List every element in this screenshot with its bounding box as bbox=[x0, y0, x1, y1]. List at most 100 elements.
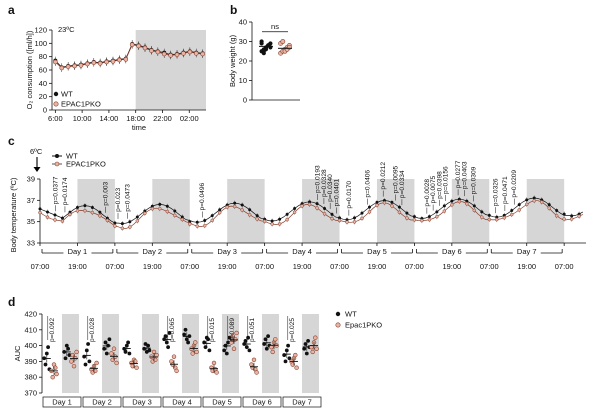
x-tick-label: 19:00 bbox=[143, 262, 162, 271]
data-point-epac1pko bbox=[277, 222, 282, 226]
data-point-wt bbox=[90, 206, 94, 210]
data-point-epac1pko bbox=[150, 207, 155, 211]
day-category-box bbox=[242, 396, 282, 408]
data-point-epac1pko bbox=[472, 208, 477, 213]
data-point-wt bbox=[195, 220, 199, 224]
day-label: Day 3 bbox=[217, 247, 237, 256]
data-point-epac1pko bbox=[310, 349, 315, 355]
y-tick-label: 420 bbox=[24, 310, 37, 319]
data-point-epac1pko bbox=[168, 53, 173, 58]
data-point-wt bbox=[261, 49, 266, 54]
data-point-epac1pko bbox=[68, 212, 72, 217]
data-point-epac1pko bbox=[240, 208, 244, 212]
dark-period-shading bbox=[302, 314, 319, 393]
data-point-epac1pko bbox=[211, 360, 217, 366]
pvalue-label: p=0.0156 bbox=[443, 166, 450, 194]
data-point-wt bbox=[397, 205, 401, 209]
pvalue-label: p=0.0209 bbox=[511, 170, 518, 198]
data-point-epac1pko bbox=[313, 335, 318, 340]
day-category-box bbox=[202, 396, 242, 408]
data-point-epac1pko bbox=[193, 340, 198, 345]
y-tick-label: 39 bbox=[27, 175, 35, 184]
cold-exposure-arrowhead bbox=[33, 167, 41, 172]
data-point-wt bbox=[246, 335, 251, 340]
data-point-epac1pko bbox=[50, 375, 55, 380]
day-category-box bbox=[282, 396, 322, 408]
data-point-epac1pko bbox=[495, 217, 499, 222]
day-label: Day 5 bbox=[367, 247, 387, 256]
y-tick-label: 390 bbox=[24, 357, 37, 366]
y-axis-label: Body temperature (ºC) bbox=[9, 177, 18, 252]
data-point-epac1pko bbox=[254, 370, 259, 375]
data-point-epac1pko bbox=[109, 351, 114, 356]
pvalue-label: p=0.0398 bbox=[436, 171, 443, 199]
data-point-wt bbox=[53, 213, 57, 217]
data-point-epac1pko bbox=[113, 224, 117, 228]
data-point-epac1pko bbox=[517, 208, 521, 212]
data-point-epac1pko bbox=[330, 216, 334, 221]
data-point-epac1pko bbox=[280, 39, 286, 44]
data-point-wt bbox=[86, 342, 90, 346]
data-point-epac1pko bbox=[232, 204, 237, 209]
data-point-epac1pko bbox=[457, 199, 462, 204]
pvalue-label: p=0.0075 bbox=[430, 175, 437, 203]
data-point-wt bbox=[64, 343, 69, 348]
day-label-bg bbox=[437, 247, 466, 256]
data-point-epac1pko bbox=[230, 333, 235, 339]
night-shading bbox=[152, 179, 190, 243]
x-tick-label: 6:00 bbox=[48, 114, 63, 123]
data-point-epac1pko bbox=[149, 48, 154, 53]
data-point-wt bbox=[113, 221, 117, 225]
data-point-wt bbox=[450, 199, 454, 203]
panel-c: c 33 35 37 39 Body temperature (ºC) 6ºC WTEPAC1… bbox=[8, 134, 586, 271]
data-point-wt bbox=[286, 343, 290, 348]
data-point-epac1pko bbox=[74, 349, 79, 355]
x-tick-label: 07:00 bbox=[480, 262, 499, 271]
data-point-wt bbox=[120, 222, 124, 226]
data-point-wt bbox=[302, 346, 307, 351]
data-point-wt bbox=[158, 202, 162, 206]
data-point-wt bbox=[227, 335, 232, 340]
y-tick-label: 60 bbox=[39, 66, 47, 75]
data-point-epac1pko bbox=[367, 210, 372, 214]
x-tick-label: 02:00 bbox=[180, 114, 199, 123]
data-point-wt bbox=[83, 204, 87, 208]
data-point-wt bbox=[75, 206, 79, 210]
data-point-wt bbox=[126, 340, 130, 345]
pvalue-label: p=0.092 bbox=[49, 318, 56, 342]
data-point-wt bbox=[264, 346, 269, 351]
panel-label: b bbox=[230, 3, 237, 17]
data-point-epac1pko bbox=[91, 60, 97, 65]
data-point-wt bbox=[547, 203, 551, 207]
data-point-epac1pko bbox=[69, 359, 74, 364]
day-category-label: Day 6 bbox=[252, 398, 272, 407]
data-point-epac1pko bbox=[188, 222, 192, 226]
data-point-wt bbox=[283, 359, 288, 364]
data-point-epac1pko bbox=[85, 61, 90, 67]
data-point-epac1pko bbox=[190, 351, 195, 356]
data-point-epac1pko bbox=[193, 51, 199, 56]
pvalue-label: p=0.0170 bbox=[346, 181, 353, 209]
data-point-wt bbox=[442, 204, 446, 208]
data-point-wt bbox=[183, 327, 188, 332]
data-point-epac1pko bbox=[273, 337, 278, 342]
pvalue-label: p=0.0471 bbox=[502, 176, 509, 204]
data-point-wt bbox=[570, 214, 574, 218]
pvalue-label: p=0.089 bbox=[229, 318, 236, 342]
data-point-wt bbox=[352, 216, 356, 220]
y-tick-label: 120 bbox=[34, 26, 47, 35]
data-point-wt bbox=[224, 351, 229, 356]
pvalue-label: p=0.015 bbox=[209, 318, 216, 342]
data-point-epac1pko bbox=[54, 371, 59, 377]
data-point-wt bbox=[303, 342, 308, 346]
data-point-wt bbox=[555, 209, 559, 213]
day-label: Day 6 bbox=[442, 247, 462, 256]
data-point-wt bbox=[203, 345, 208, 350]
data-point-epac1pko bbox=[292, 210, 297, 215]
data-point-wt bbox=[240, 203, 244, 207]
data-point-epac1pko bbox=[194, 349, 199, 355]
data-point-wt bbox=[104, 351, 109, 356]
y-tick-label: 100 bbox=[34, 39, 47, 48]
data-point-epac1pko bbox=[405, 216, 409, 220]
